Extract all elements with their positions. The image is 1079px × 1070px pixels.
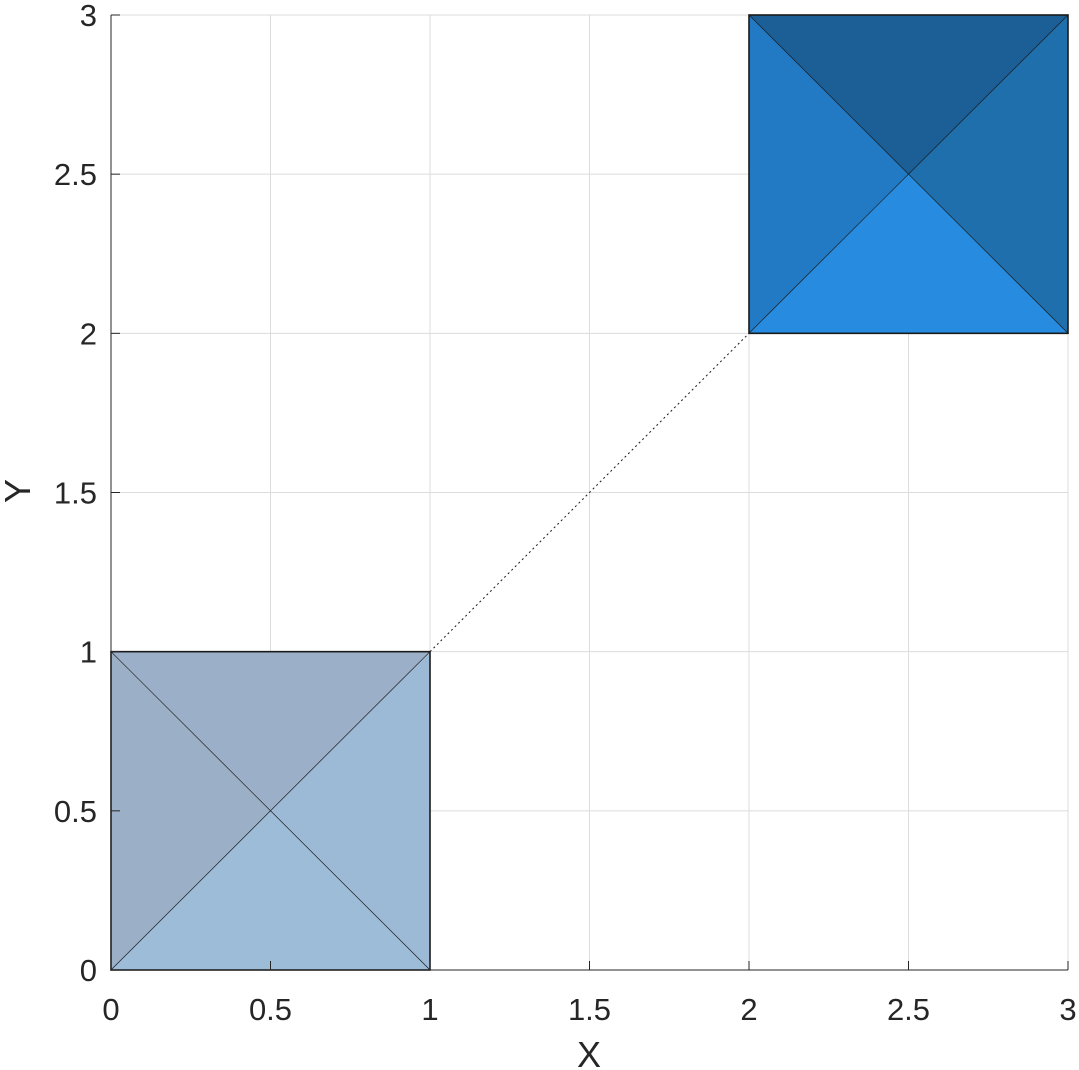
y-tick-label-1: 0.5 xyxy=(54,794,97,829)
y-tick-label-5: 2.5 xyxy=(54,157,97,192)
x-axis-title: X xyxy=(577,1034,601,1070)
x-tick-label-4: 2 xyxy=(740,992,757,1027)
ticks: 0 0.5 1 1.5 2 2.5 3 0 0.5 1 1.5 2 2.5 3 xyxy=(54,0,1077,1027)
lower-left-square xyxy=(110,650,431,971)
x-tick-label-5: 2.5 xyxy=(887,992,930,1027)
dotted-connector xyxy=(429,332,750,653)
y-tick-label-6: 3 xyxy=(80,0,97,33)
x-tick-label-3: 1.5 xyxy=(568,992,611,1027)
x-tick-label-6: 3 xyxy=(1059,992,1076,1027)
x-tick-label-0: 0 xyxy=(102,992,119,1027)
upper-right-square-outline xyxy=(748,14,1069,335)
patches xyxy=(110,14,1069,971)
x-tick-label-2: 1 xyxy=(421,992,438,1027)
y-tick-label-2: 1 xyxy=(80,635,97,670)
x-tick-label-1: 0.5 xyxy=(249,992,292,1027)
y-tick-label-4: 2 xyxy=(80,316,97,351)
y-axis-title: Y xyxy=(0,479,38,503)
y-tick-label-3: 1.5 xyxy=(54,476,97,511)
upper-right-square xyxy=(748,14,1069,335)
y-tick-label-0: 0 xyxy=(80,953,97,988)
